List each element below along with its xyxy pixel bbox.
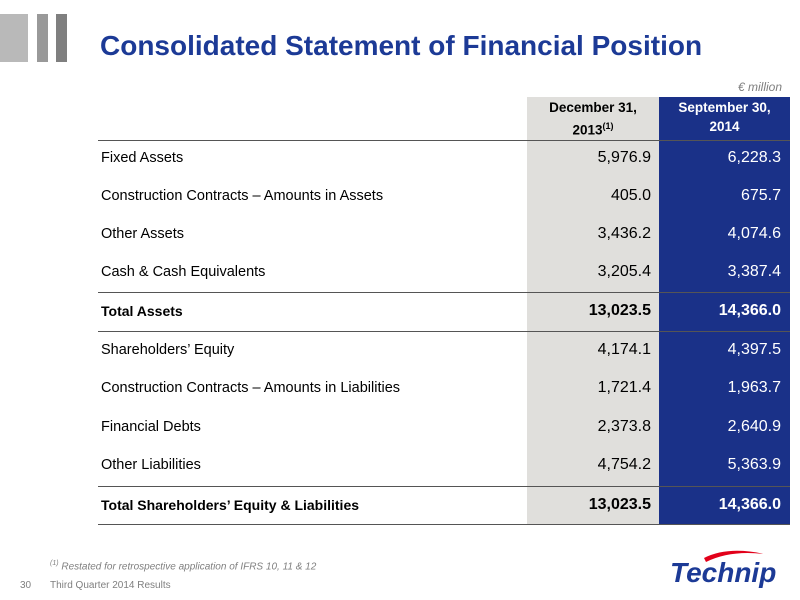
footnote: (1) Restated for retrospective applicati… — [50, 560, 316, 572]
row-label: Construction Contracts – Amounts in Liab… — [101, 380, 401, 396]
value-2013: 405.0 — [610, 187, 651, 204]
column-header-2014: September 30, 2014 — [659, 98, 790, 138]
row-divider — [98, 486, 790, 487]
header-divider — [98, 140, 790, 141]
row-divider — [98, 331, 790, 332]
unit-label: € million — [737, 80, 782, 94]
row-label: Other Liabilities — [101, 457, 201, 473]
page-number: 30 — [20, 580, 32, 591]
column-2014-background — [659, 97, 790, 524]
column-header-2014-line1: September 30, — [678, 100, 771, 115]
table-row-total-assets: Total Assets 13,023.5 14,366.0 — [98, 293, 790, 332]
logo-text: Technip — [670, 557, 776, 588]
row-label: Construction Contracts – Amounts in Asse… — [101, 188, 384, 204]
column-header-2013-line2: 2013 — [572, 122, 603, 138]
value-2013: 3,205.4 — [597, 263, 651, 280]
bar-3 — [56, 14, 67, 62]
table-row: Cash & Cash Equivalents 3,205.4 3,387.4 — [98, 254, 790, 293]
footnote-marker: (1) — [602, 121, 614, 131]
column-2013-background — [527, 97, 659, 524]
table-row: Construction Contracts – Amounts in Asse… — [98, 178, 790, 217]
column-header-2014-line2: 2014 — [709, 119, 740, 134]
row-label: Other Assets — [101, 226, 185, 242]
table-row: Construction Contracts – Amounts in Liab… — [98, 370, 790, 409]
value-2013: 2,373.8 — [597, 418, 651, 435]
bar-1 — [0, 14, 28, 62]
value-2014: 14,366.0 — [718, 302, 781, 319]
value-2014: 14,366.0 — [718, 496, 781, 513]
row-label: Total Shareholders’ Equity & Liabilities — [101, 497, 360, 513]
table-row-total-equity-liabilities: Total Shareholders’ Equity & Liabilities… — [98, 487, 790, 526]
value-2013: 1,721.4 — [597, 379, 651, 396]
row-divider — [98, 292, 790, 293]
bar-2 — [37, 14, 48, 62]
decorative-bars — [0, 14, 70, 62]
presentation-name: Third Quarter 2014 Results — [50, 580, 171, 591]
row-label: Total Assets — [101, 303, 183, 319]
value-2014: 3,387.4 — [727, 263, 781, 280]
footnote-marker: (1) — [50, 560, 59, 567]
value-2014: 4,397.5 — [727, 341, 781, 358]
row-label: Financial Debts — [101, 419, 201, 435]
value-2014: 1,963.7 — [727, 379, 781, 396]
value-2013: 4,174.1 — [597, 341, 651, 358]
row-divider — [98, 524, 790, 525]
value-2014: 4,074.6 — [727, 225, 781, 242]
table-row: Other Liabilities 4,754.2 5,363.9 — [98, 447, 790, 486]
footnote-text: Restated for retrospective application o… — [61, 561, 317, 573]
value-2014: 675.7 — [740, 187, 781, 204]
value-2013: 13,023.5 — [588, 302, 651, 319]
table-row: Other Assets 3,436.2 4,074.6 — [98, 216, 790, 255]
column-header-2013: December 31, 2013(1) — [527, 98, 659, 138]
row-label: Shareholders’ Equity — [101, 342, 235, 358]
table-row: Financial Debts 2,373.8 2,640.9 — [98, 409, 790, 448]
column-header-2013-line1: December 31, — [549, 100, 637, 115]
value-2013: 5,976.9 — [597, 149, 651, 166]
value-2014: 6,228.3 — [727, 149, 781, 166]
page-title: Consolidated Statement of Financial Posi… — [100, 30, 703, 61]
value-2013: 13,023.5 — [588, 496, 651, 513]
row-label: Cash & Cash Equivalents — [101, 264, 266, 280]
table-row: Fixed Assets 5,976.9 6,228.3 — [98, 140, 790, 179]
value-2014: 2,640.9 — [727, 418, 781, 435]
row-label: Fixed Assets — [101, 150, 184, 166]
table-row: Shareholders’ Equity 4,174.1 4,397.5 — [98, 332, 790, 371]
value-2013: 4,754.2 — [597, 456, 651, 473]
technip-logo-icon: Technip — [670, 550, 776, 588]
value-2014: 5,363.9 — [727, 456, 781, 473]
value-2013: 3,436.2 — [597, 225, 651, 242]
